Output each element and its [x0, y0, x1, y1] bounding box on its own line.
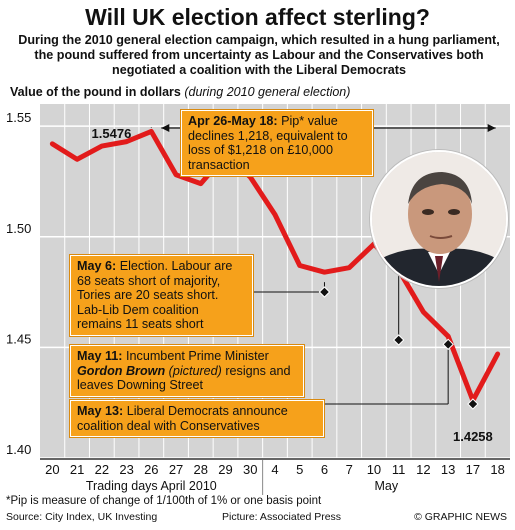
x-tick-label: 18 — [490, 462, 504, 477]
footnote: *Pip is measure of change of 1/100th of … — [6, 495, 322, 507]
x-group-label-april: Trading days April 2010 — [86, 479, 217, 493]
series-line — [49, 128, 501, 403]
callout-pip-decline: Apr 26-May 18: Pip* value declines 1,218… — [181, 110, 373, 176]
range-arrow-left-head — [161, 124, 170, 132]
portrait-icon — [372, 152, 506, 286]
x-tick-label: 10 — [367, 462, 381, 477]
x-tick-label: 28 — [194, 462, 208, 477]
callout-libdem: May 13: Liberal Democrats announce coali… — [70, 400, 324, 437]
x-tick-label: 7 — [346, 462, 353, 477]
y-tick-label: 1.50 — [6, 221, 31, 236]
election-marker — [318, 286, 331, 298]
x-tick-label: 29 — [218, 462, 232, 477]
callout-libdem-head: May 13: — [77, 404, 124, 418]
low-value-label: 1.4258 — [453, 429, 493, 444]
x-tick-label: 11 — [392, 462, 406, 477]
source: Source: City Index, UK Investing — [6, 511, 158, 523]
x-tick-label: 22 — [95, 462, 109, 477]
y-tick-label: 1.55 — [6, 110, 31, 125]
x-tick-label: 21 — [70, 462, 84, 477]
callout-brown-head: May 11: — [77, 349, 123, 363]
x-tick-label: 12 — [416, 462, 430, 477]
low-marker — [467, 398, 479, 410]
y-tick-label: 1.40 — [6, 442, 31, 457]
callout-pip-head: Apr 26-May 18: — [188, 114, 278, 128]
chart-subtitle: During the 2010 general election campaig… — [18, 33, 500, 77]
callout-brown-paren: (pictured) — [165, 363, 222, 378]
libdem-marker — [442, 338, 454, 351]
x-axis-line — [40, 458, 510, 460]
high-value-label: 1.5476 — [92, 126, 132, 141]
gordon-brown-photo — [370, 150, 508, 288]
x-tick-label: 23 — [119, 462, 133, 477]
y-tick-label: 1.45 — [6, 331, 31, 346]
callout-brown-text1: Incumbent Prime Minister — [122, 349, 269, 363]
callout-libdem-text: Liberal Democrats announce coalition dea… — [77, 404, 288, 433]
x-tick-label: 13 — [441, 462, 455, 477]
x-tick-label: 17 — [466, 462, 480, 477]
callout-brown-text2: resigns and leaves Downing Street — [77, 363, 291, 393]
chart-title: Will UK election affect sterling? — [85, 4, 430, 30]
brown-marker — [392, 334, 405, 346]
y-axis-label-note: (during 2010 general election) — [184, 85, 351, 99]
range-arrow-right-head — [487, 124, 496, 132]
callout-pip-text: Pip* value declines 1,218, equivalent to… — [188, 114, 348, 172]
y-axis-label-main: Value of the pound in dollars — [10, 85, 181, 99]
callout-brown-name: Gordon Brown — [77, 363, 166, 378]
x-tick-label: 5 — [296, 462, 303, 477]
x-tick-label: 20 — [45, 462, 59, 477]
callout-election: May 6: Election. Labour are 68 seats sho… — [70, 255, 253, 336]
x-tick-label: 30 — [243, 462, 257, 477]
x-group-label-may: May — [375, 479, 399, 493]
callout-brown: May 11: Incumbent Prime Minister Gordon … — [70, 345, 304, 397]
x-tick-label: 4 — [271, 462, 278, 477]
x-tick-label: 26 — [144, 462, 158, 477]
x-tick-label: 27 — [169, 462, 183, 477]
x-tick-label: 6 — [321, 462, 328, 477]
callout-election-text: Election. Labour are 68 seats short of m… — [77, 259, 233, 331]
callout-election-head: May 6: — [77, 259, 117, 273]
picture-credit: Picture: Associated Press — [222, 511, 342, 523]
brand: © GRAPHIC NEWS — [414, 511, 507, 523]
y-axis-label: Value of the pound in dollars (during 20… — [10, 85, 350, 99]
